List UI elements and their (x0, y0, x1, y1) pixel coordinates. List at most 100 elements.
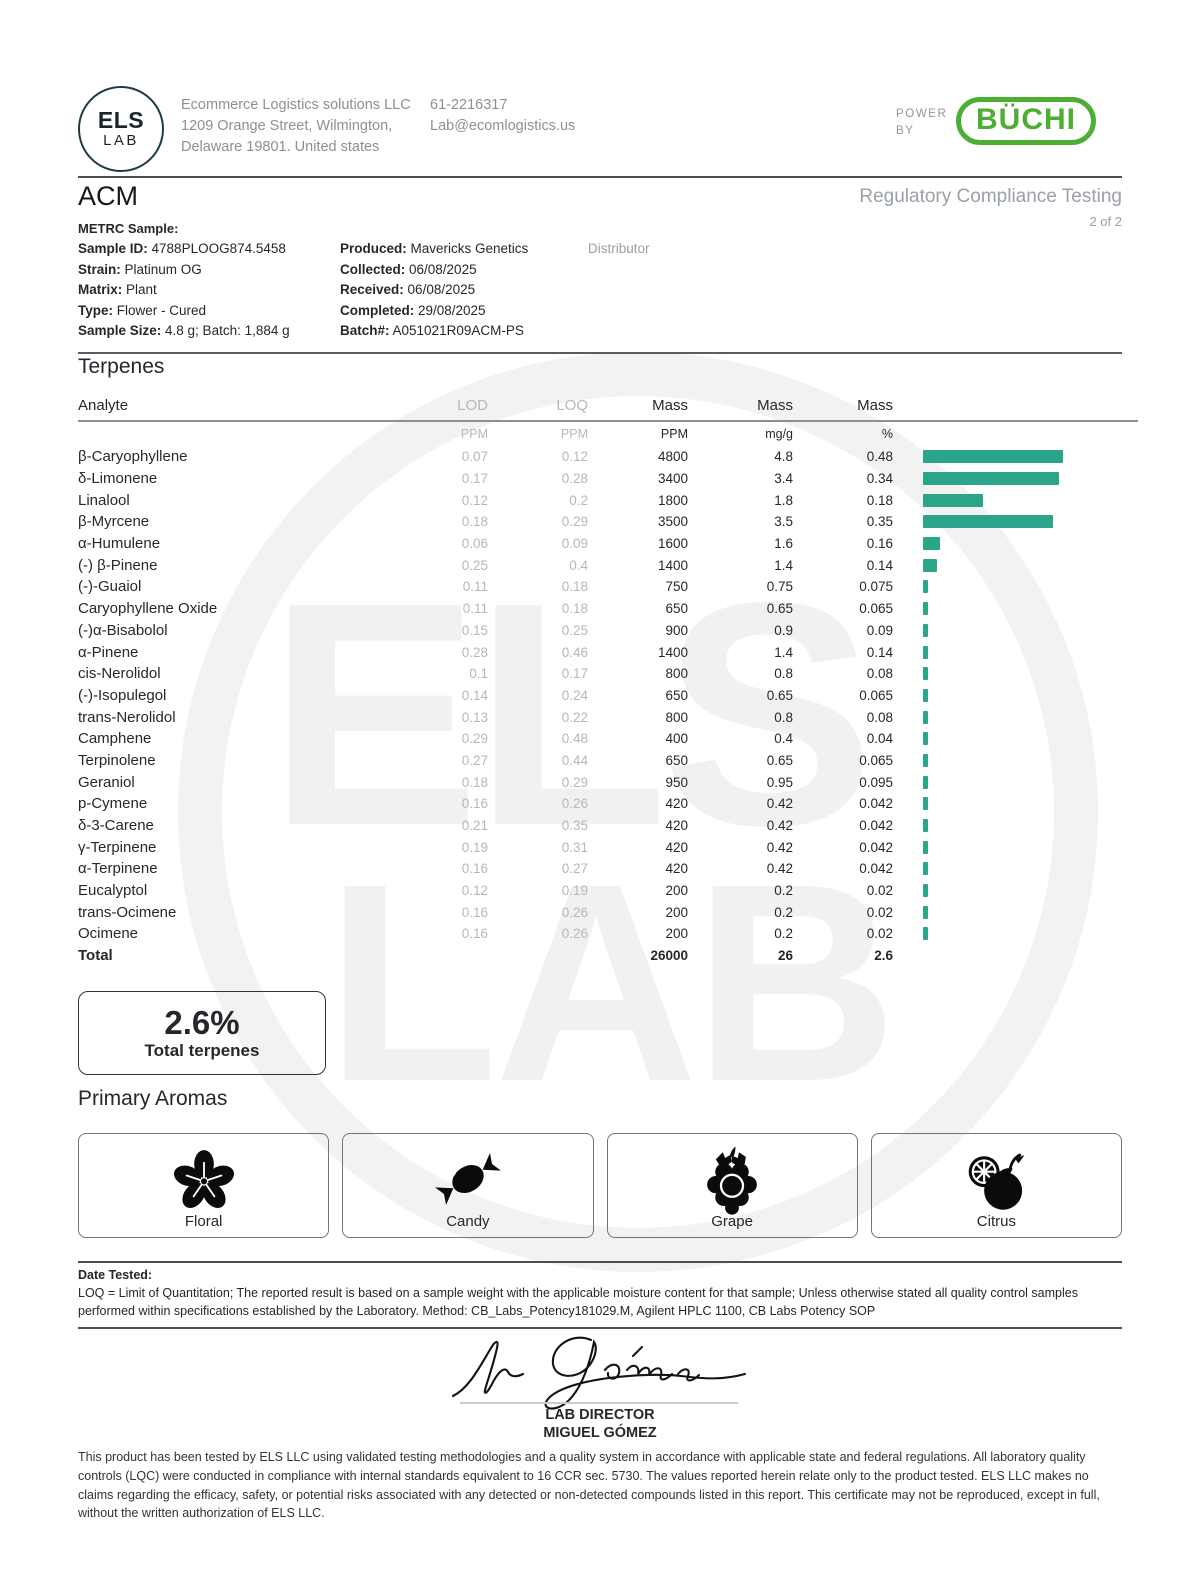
terpene-mgg: 0.65 (766, 687, 793, 703)
terpene-row: Linalool 0.12 0.2 1800 1.8 0.18 (78, 489, 1138, 511)
terpene-bar (923, 775, 928, 789)
terpene-ppm: 650 (665, 601, 688, 617)
terpene-lod: 0.16 (461, 796, 488, 812)
terpene-ppm: 3400 (657, 471, 688, 487)
terpene-loq: 0.12 (561, 449, 588, 465)
lab-contact: 61-2216317 Lab@ecomlogistics.us (430, 95, 575, 137)
terpene-ppm: 1400 (657, 557, 688, 573)
terpene-loq: 0.17 (561, 666, 588, 682)
terpene-lod: 0.06 (461, 536, 488, 552)
total-mgg: 26 (777, 948, 793, 964)
sample-info: Sample ID: 4788PLOOG874.5458 Strain: Pla… (78, 239, 1122, 342)
terpene-pct: 0.075 (859, 579, 893, 595)
terpene-ppm: 420 (665, 818, 688, 834)
terpene-bar (923, 797, 928, 811)
unit-mass-mgg: mg/g (765, 427, 793, 441)
terpene-pct: 0.16 (866, 536, 893, 552)
terpene-bar (923, 884, 928, 898)
sample-info-left: Sample ID: 4788PLOOG874.5458 Strain: Pla… (78, 239, 340, 342)
lab-city: Delaware 19801. United states (181, 139, 380, 156)
terpene-loq: 0.29 (561, 514, 588, 530)
terpene-bar (923, 732, 928, 746)
terpene-lod: 0.17 (461, 471, 488, 487)
terpene-mgg: 0.95 (766, 774, 793, 790)
terpene-lod: 0.19 (461, 839, 488, 855)
total-ppm: 26000 (650, 948, 688, 964)
terpene-bar (923, 667, 928, 681)
sample-size: Sample Size: 4.8 g; Batch: 1,884 g (78, 323, 290, 339)
terpene-ppm: 200 (665, 883, 688, 899)
terpene-row: (-)-Isopulegol 0.14 0.24 650 0.65 0.065 (78, 685, 1138, 707)
metrc-sample-label: METRC Sample: (78, 220, 179, 236)
lab-email: Lab@ecomlogistics.us (430, 118, 576, 135)
terpene-loq: 0.35 (561, 818, 588, 834)
power-by-label: POWER BY (896, 108, 948, 138)
loq-note: LOQ = Limit of Quantitation; The reporte… (78, 1286, 1078, 1319)
terpene-ppm: 420 (665, 861, 688, 877)
terpene-name: α-Terpinene (78, 860, 158, 878)
col-mass-mgg: Mass (757, 396, 793, 414)
terpene-mgg: 0.75 (766, 579, 793, 595)
terpene-pct: 0.09 (866, 622, 893, 638)
lab-name: Ecommerce Logistics solutions LLC (181, 97, 411, 113)
flower-icon (173, 1150, 234, 1208)
terpene-bar (923, 558, 937, 572)
aroma-label: Citrus (976, 1213, 1016, 1230)
terpene-name: β-Myrcene (78, 513, 150, 531)
terpene-pct: 0.08 (866, 709, 893, 725)
terpene-name: trans-Ocimene (78, 903, 177, 921)
terpene-mgg: 0.2 (774, 883, 793, 899)
terpene-loq: 0.26 (561, 926, 588, 942)
terpene-row: (-)-Guaiol 0.11 0.18 750 0.75 0.075 (78, 576, 1138, 598)
terpene-bar (923, 450, 1063, 464)
citrus-icon (969, 1153, 1025, 1210)
terpene-bar (923, 688, 928, 702)
terpene-loq: 0.18 (561, 579, 588, 595)
unit-lod: PPM (460, 427, 488, 441)
divider-footnote (78, 1261, 1122, 1263)
signature-block (380, 1330, 820, 1417)
terpene-bar (923, 840, 928, 854)
terpene-bar (923, 493, 983, 507)
terpene-lod: 0.16 (461, 904, 488, 920)
terpenes-table-header: Analyte LOD LOQ Mass Mass Mass (78, 392, 1138, 418)
total-terpenes-label: Total terpenes (144, 1041, 260, 1061)
terpene-loq: 0.27 (561, 861, 588, 877)
terpene-mgg: 0.42 (766, 796, 793, 812)
total-terpenes-box: 2.6% Total terpenes (78, 991, 326, 1075)
terpene-row: trans-Ocimene 0.16 0.26 200 0.2 0.02 (78, 901, 1138, 923)
terpene-name: β-Caryophyllene (78, 448, 188, 466)
col-loq: LOQ (556, 396, 588, 414)
signature-icon (451, 1336, 747, 1410)
strain: Strain: Platinum OG (78, 261, 202, 277)
terpene-loq: 0.24 (561, 687, 588, 703)
terpene-name: (-)-Isopulegol (78, 686, 167, 704)
footnote-block: Date Tested: LOQ = Limit of Quantitation… (78, 1266, 1122, 1320)
terpene-row: β-Caryophyllene 0.07 0.12 4800 4.8 0.48 (78, 446, 1138, 468)
terpene-row: α-Pinene 0.28 0.46 1400 1.4 0.14 (78, 641, 1138, 663)
terpene-bar (923, 862, 928, 876)
terpene-mgg: 0.2 (774, 926, 793, 942)
terpene-name: (-)-Guaiol (78, 578, 142, 596)
aroma-card-floral: Floral (78, 1133, 330, 1238)
terpene-loq: 0.29 (561, 774, 588, 790)
type: Type: Flower - Cured (78, 302, 207, 318)
terpene-bar (923, 645, 928, 659)
terpene-row: trans-Nerolidol 0.13 0.22 800 0.8 0.08 (78, 706, 1138, 728)
terpene-pct: 0.065 (859, 752, 893, 768)
terpene-bar (923, 710, 928, 724)
terpene-row: (-) β-Pinene 0.25 0.4 1400 1.4 0.14 (78, 554, 1138, 576)
terpene-row: Caryophyllene Oxide 0.11 0.18 650 0.65 0… (78, 598, 1138, 620)
produced: Produced: Mavericks Genetics (340, 241, 529, 256)
candy-icon (434, 1153, 501, 1205)
matrix: Matrix: Plant (78, 282, 157, 298)
terpene-rows: β-Caryophyllene 0.07 0.12 4800 4.8 0.48 … (78, 446, 1138, 945)
terpene-lod: 0.29 (461, 731, 488, 747)
terpene-pct: 0.48 (866, 449, 893, 465)
terpene-ppm: 4800 (657, 449, 688, 465)
lab-director-name: MIGUEL GÓMEZ (543, 1425, 657, 1441)
divider-sample-info (78, 352, 1122, 354)
terpene-pct: 0.065 (859, 601, 893, 617)
terpene-lod: 0.07 (461, 449, 488, 465)
